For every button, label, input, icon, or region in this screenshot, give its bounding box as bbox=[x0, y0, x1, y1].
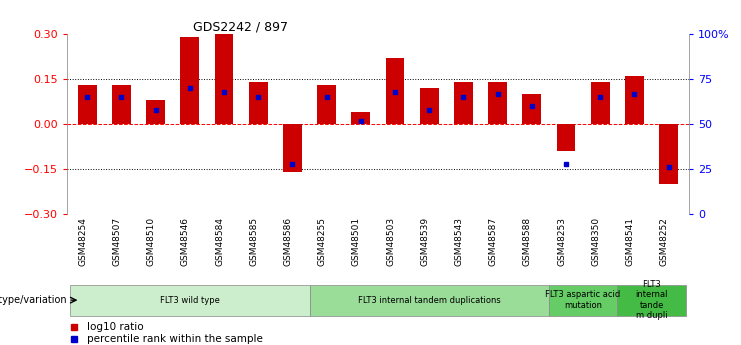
Title: GDS2242 / 897: GDS2242 / 897 bbox=[193, 20, 288, 33]
Bar bbox=[310, 285, 549, 316]
Text: FLT3 wild type: FLT3 wild type bbox=[160, 296, 220, 305]
Bar bbox=[70, 285, 310, 316]
Bar bbox=[617, 285, 685, 316]
Bar bbox=[78, 85, 96, 124]
Text: log10 ratio: log10 ratio bbox=[87, 322, 144, 332]
Bar bbox=[351, 112, 370, 124]
Bar bbox=[420, 88, 439, 124]
Text: percentile rank within the sample: percentile rank within the sample bbox=[87, 335, 263, 344]
Bar bbox=[317, 85, 336, 124]
Bar bbox=[488, 82, 507, 124]
Bar bbox=[385, 58, 405, 124]
Bar bbox=[146, 100, 165, 124]
Text: FLT3
internal
tande
m dupli: FLT3 internal tande m dupli bbox=[635, 280, 668, 320]
Bar bbox=[249, 82, 268, 124]
Bar bbox=[659, 124, 678, 184]
Text: genotype/variation: genotype/variation bbox=[0, 295, 67, 305]
Text: FLT3 aspartic acid
mutation: FLT3 aspartic acid mutation bbox=[545, 290, 621, 310]
Bar bbox=[591, 82, 610, 124]
Bar bbox=[522, 94, 541, 124]
Bar bbox=[625, 76, 644, 124]
Bar bbox=[283, 124, 302, 172]
Bar bbox=[215, 34, 233, 124]
Bar bbox=[112, 85, 131, 124]
Bar bbox=[180, 38, 199, 124]
Bar bbox=[556, 124, 576, 151]
Text: FLT3 internal tandem duplications: FLT3 internal tandem duplications bbox=[358, 296, 501, 305]
Bar bbox=[549, 285, 617, 316]
Bar bbox=[454, 82, 473, 124]
